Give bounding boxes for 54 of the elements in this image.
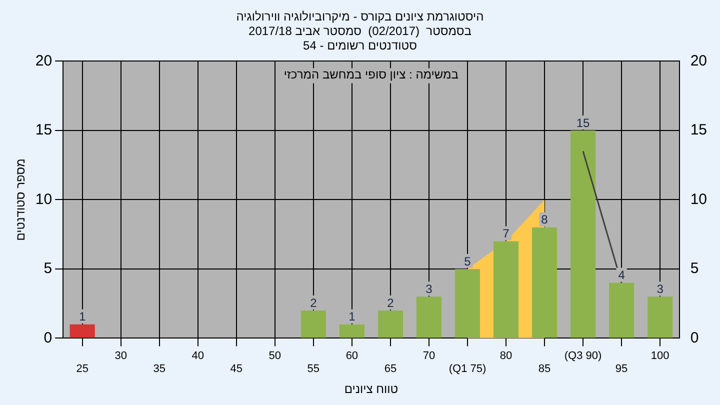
y2-tick-label: 5 <box>690 260 699 278</box>
y2-tick-label: 20 <box>690 52 708 70</box>
data-label: 1 <box>348 310 356 324</box>
x-tick-label: 95 <box>615 363 628 376</box>
data-label: 15 <box>576 116 590 130</box>
bar <box>609 282 634 338</box>
x-tick-label: 80 <box>500 350 512 362</box>
x-tick-label: 65 <box>384 363 397 376</box>
bar <box>300 310 326 338</box>
bar <box>532 227 558 338</box>
data-label: 3 <box>426 282 433 296</box>
bar <box>416 296 442 338</box>
text: סטודנטים רשומים - 54 <box>303 38 417 52</box>
x-tick-label: 30 <box>114 350 127 362</box>
x-tick-label: 25 <box>76 363 88 376</box>
data-label: 2 <box>310 296 318 310</box>
x-tick-label: 70 <box>422 350 436 362</box>
annotation: במשימה : ציון סופי במחשב המרכזי <box>284 68 458 82</box>
data-label: 4 <box>618 268 626 282</box>
x-tick-label: 55 <box>307 363 320 376</box>
bar <box>493 241 519 338</box>
x-tick-label: 100 <box>650 350 670 362</box>
y2-tick-label: 0 <box>690 329 699 346</box>
x-tick-label: (Q1 75) <box>448 363 486 376</box>
data-label: 5 <box>464 254 472 268</box>
x-tick-label: 60 <box>346 350 358 362</box>
bar <box>378 310 403 338</box>
y-axis-title: מספר סטודנטים <box>14 158 28 241</box>
data-label: 3 <box>656 282 664 296</box>
x-tick-label: (Q3 90) <box>564 350 602 362</box>
bar <box>570 130 596 338</box>
text: היסטוגרמת ציונים בקורס - מיקרוביולוגיה ווירולוגיה <box>236 10 484 24</box>
y-tick-label: 5 <box>44 260 52 278</box>
y-tick-label: 10 <box>35 190 52 208</box>
x-tick-label: 85 <box>538 363 551 376</box>
x-tick-label: 35 <box>153 363 166 376</box>
y2-tick-label: 10 <box>690 190 708 208</box>
bar <box>339 324 364 338</box>
x-axis-title: טווח ציונים <box>344 382 398 396</box>
y2-tick-label: 15 <box>690 122 708 139</box>
x-tick-label: 50 <box>268 350 282 362</box>
data-label: 1 <box>79 310 86 324</box>
data-label: 7 <box>502 226 510 241</box>
x-tick-label: 40 <box>192 350 204 362</box>
data-label: 2 <box>387 296 394 310</box>
x-tick-label: 45 <box>230 363 243 376</box>
y-tick-label: 15 <box>35 122 52 139</box>
bar <box>454 268 480 338</box>
text: בסמסטר (02/2017) סמסטר אביב 2017/18 <box>248 24 472 38</box>
bar <box>70 324 95 338</box>
y-tick-label: 0 <box>44 329 52 346</box>
bar <box>648 296 673 338</box>
data-label: 8 <box>541 212 548 227</box>
y-tick-label: 20 <box>35 52 52 70</box>
